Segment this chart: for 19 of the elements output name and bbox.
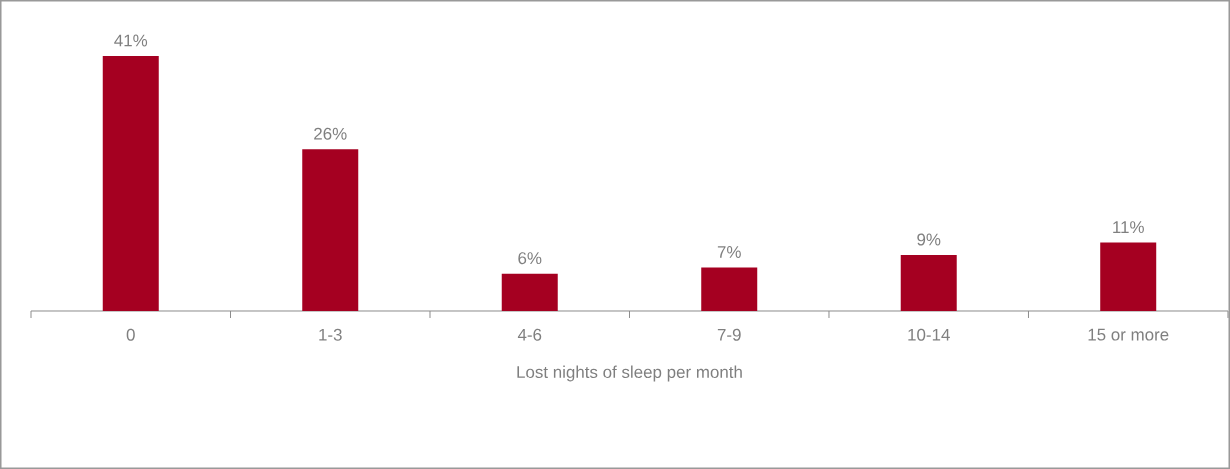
data-label: 6% — [518, 252, 542, 265]
bar — [102, 55, 159, 311]
x-tick-label: 4-6 — [517, 328, 542, 341]
x-tick-label: 7-9 — [717, 328, 741, 341]
x-tick-label: 15 or more — [1088, 328, 1169, 341]
data-label: 41% — [114, 34, 148, 47]
x-tick-label: 10-14 — [908, 328, 950, 341]
bar — [900, 255, 957, 311]
data-label: 7% — [717, 246, 741, 258]
x-axis-title: Lost nights of sleep per month — [517, 365, 742, 382]
bar — [701, 267, 758, 311]
data-label: 9% — [917, 233, 941, 246]
data-label: 11% — [1113, 221, 1144, 234]
bar — [1100, 242, 1157, 311]
x-tick-label: 1-3 — [319, 328, 342, 341]
x-tick-label: 0 — [126, 328, 135, 341]
bar — [501, 273, 558, 311]
bar — [302, 149, 359, 311]
data-label: 26% — [314, 127, 347, 140]
